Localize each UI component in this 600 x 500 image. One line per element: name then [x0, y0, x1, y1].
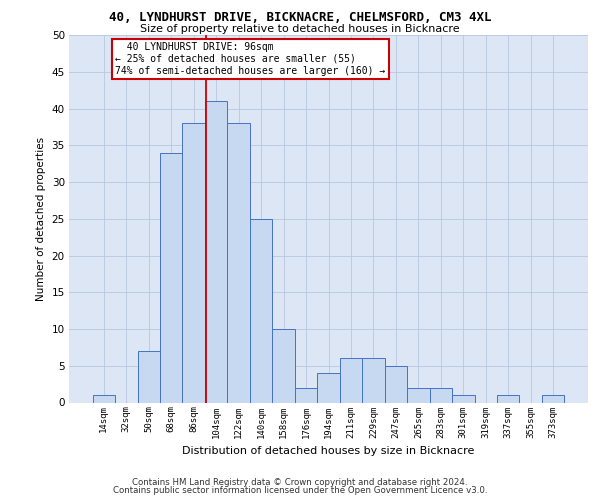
Text: 40, LYNDHURST DRIVE, BICKNACRE, CHELMSFORD, CM3 4XL: 40, LYNDHURST DRIVE, BICKNACRE, CHELMSFO… [109, 11, 491, 24]
Bar [340, 358, 362, 403]
Bar [317, 373, 340, 402]
Bar [205, 101, 227, 402]
Bar [407, 388, 430, 402]
Bar [250, 219, 272, 402]
Bar [452, 395, 475, 402]
Bar [385, 366, 407, 403]
Bar [362, 358, 385, 403]
Bar [137, 351, 160, 403]
Bar [227, 123, 250, 402]
Bar [182, 123, 205, 402]
Bar [160, 152, 182, 402]
Bar [272, 329, 295, 402]
Bar [295, 388, 317, 402]
Text: Contains HM Land Registry data © Crown copyright and database right 2024.: Contains HM Land Registry data © Crown c… [132, 478, 468, 487]
Y-axis label: Number of detached properties: Number of detached properties [36, 136, 46, 301]
Text: Contains public sector information licensed under the Open Government Licence v3: Contains public sector information licen… [113, 486, 487, 495]
Text: 40 LYNDHURST DRIVE: 96sqm  
← 25% of detached houses are smaller (55)
74% of sem: 40 LYNDHURST DRIVE: 96sqm ← 25% of detac… [115, 42, 385, 76]
Bar [542, 395, 565, 402]
Bar [430, 388, 452, 402]
Text: Size of property relative to detached houses in Bicknacre: Size of property relative to detached ho… [140, 24, 460, 34]
X-axis label: Distribution of detached houses by size in Bicknacre: Distribution of detached houses by size … [182, 446, 475, 456]
Bar [92, 395, 115, 402]
Bar [497, 395, 520, 402]
